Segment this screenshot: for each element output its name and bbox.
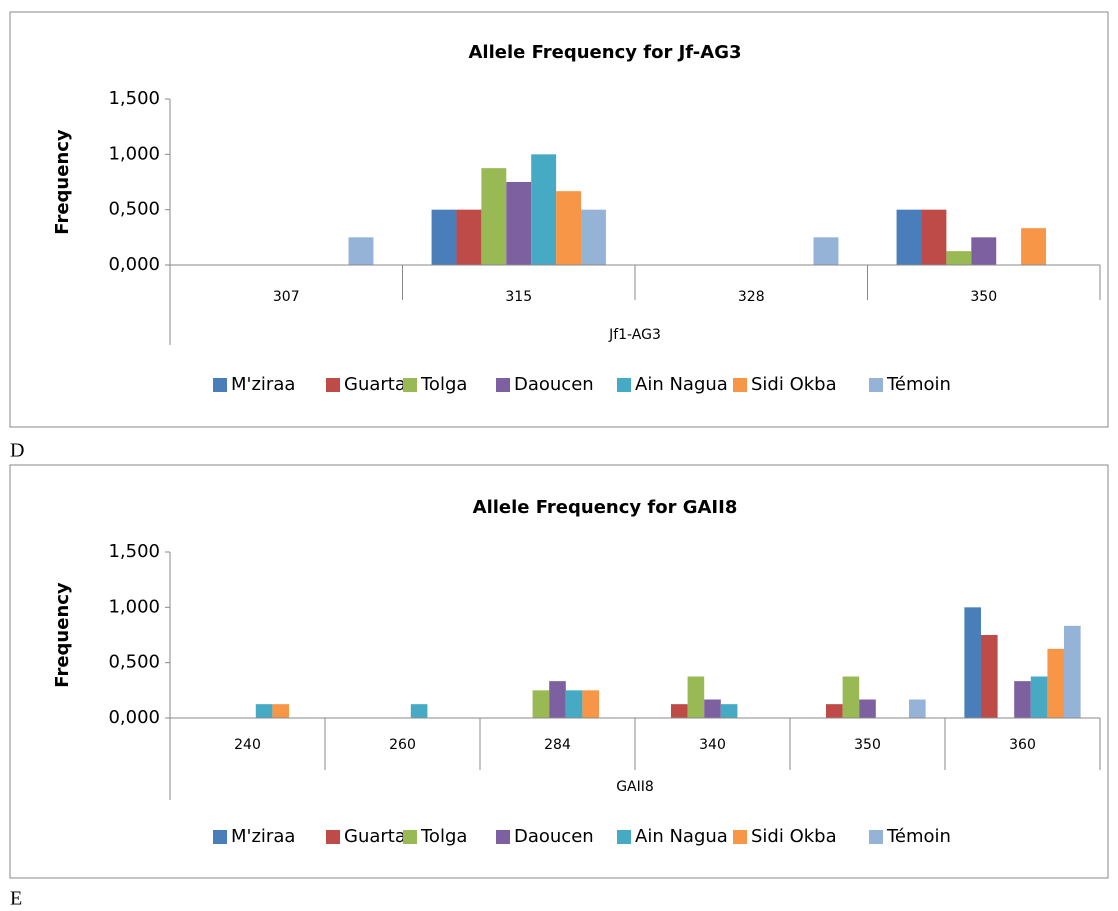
bar bbox=[909, 699, 926, 718]
legend-label: Tolga bbox=[420, 374, 467, 395]
x-tick-label: 340 bbox=[699, 737, 726, 753]
legend-label: Tolga bbox=[420, 826, 467, 847]
y-tick-label: 0,500 bbox=[108, 199, 160, 220]
y-tick-label: 1,000 bbox=[108, 143, 160, 164]
legend-swatch bbox=[496, 830, 510, 844]
x-tick-label: 360 bbox=[1009, 737, 1036, 753]
x-tick-label: 284 bbox=[544, 737, 571, 753]
legend-label: Témoin bbox=[886, 826, 951, 847]
legend-swatch bbox=[869, 830, 883, 844]
bar bbox=[272, 704, 290, 718]
x-axis-label: GAII8 bbox=[616, 779, 654, 795]
bar bbox=[704, 699, 721, 718]
bar bbox=[456, 209, 482, 265]
bar bbox=[481, 168, 507, 265]
legend-swatch bbox=[403, 830, 417, 844]
bar bbox=[896, 209, 922, 265]
legend-label: Sidi Okba bbox=[751, 826, 837, 847]
legend-label: Sidi Okba bbox=[751, 374, 837, 395]
legend-swatch bbox=[213, 378, 227, 392]
bar bbox=[581, 209, 606, 265]
x-tick-label: 260 bbox=[389, 737, 416, 753]
bar bbox=[1030, 676, 1048, 718]
legend-swatch bbox=[733, 378, 747, 392]
bar bbox=[431, 209, 457, 265]
bar bbox=[921, 209, 947, 265]
legend-swatch bbox=[326, 830, 340, 844]
legend-swatch bbox=[496, 378, 510, 392]
legend-label: Ain Nagua bbox=[635, 374, 728, 395]
x-tick-label: 240 bbox=[234, 737, 261, 753]
y-tick-label: 0,000 bbox=[108, 254, 160, 275]
legend-label: Daoucen bbox=[514, 374, 594, 395]
legend-label: M'ziraa bbox=[231, 374, 295, 395]
bar bbox=[1064, 625, 1081, 718]
x-tick-label: 307 bbox=[273, 289, 300, 305]
legend-swatch bbox=[733, 830, 747, 844]
y-tick-label: 0,500 bbox=[108, 652, 160, 673]
bar bbox=[1021, 228, 1047, 265]
panel-caption: E bbox=[10, 888, 22, 910]
chart-title: Allele Frequency for Jf-AG3 bbox=[469, 42, 742, 63]
bar bbox=[687, 676, 705, 718]
bar bbox=[410, 704, 428, 718]
panel-caption: D bbox=[10, 440, 24, 462]
y-tick-label: 0,000 bbox=[108, 707, 160, 728]
legend-swatch bbox=[326, 378, 340, 392]
y-tick-label: 1,500 bbox=[108, 88, 160, 109]
y-tick-label: 1,000 bbox=[108, 596, 160, 617]
bar bbox=[720, 704, 738, 718]
bar bbox=[531, 154, 557, 265]
bar bbox=[255, 704, 273, 718]
x-tick-label: 328 bbox=[738, 289, 765, 305]
chart-title: Allele Frequency for GAII8 bbox=[473, 497, 738, 518]
bar bbox=[964, 607, 981, 718]
chart-frame bbox=[9, 464, 1109, 879]
legend-swatch bbox=[617, 378, 631, 392]
bar bbox=[556, 191, 582, 265]
legend-swatch bbox=[869, 378, 883, 392]
bar bbox=[532, 690, 550, 718]
legend-label: Témoin bbox=[886, 374, 951, 395]
legend-swatch bbox=[213, 830, 227, 844]
bar bbox=[582, 690, 600, 718]
x-tick-label: 350 bbox=[854, 737, 881, 753]
bar bbox=[565, 690, 583, 718]
bar bbox=[813, 237, 839, 265]
legend-label: M'ziraa bbox=[231, 826, 295, 847]
x-axis-label: Jf1-AG3 bbox=[608, 327, 661, 343]
legend-label: Daoucen bbox=[514, 826, 594, 847]
bar bbox=[1014, 681, 1031, 718]
legend-label: Ain Nagua bbox=[635, 826, 728, 847]
bar bbox=[971, 237, 997, 265]
bar bbox=[549, 681, 566, 718]
bar bbox=[946, 251, 972, 265]
bar bbox=[348, 237, 374, 265]
y-axis-label: Frequency bbox=[52, 582, 73, 688]
bar bbox=[1047, 648, 1065, 718]
x-tick-label: 315 bbox=[505, 289, 532, 305]
legend-swatch bbox=[617, 830, 631, 844]
legend-label: Guarta bbox=[344, 826, 406, 847]
bar bbox=[506, 182, 532, 265]
bar bbox=[859, 699, 876, 718]
bar bbox=[670, 704, 688, 718]
bar bbox=[980, 635, 998, 718]
legend-swatch bbox=[403, 378, 417, 392]
x-tick-label: 350 bbox=[970, 289, 997, 305]
y-tick-label: 1,500 bbox=[108, 541, 160, 562]
legend-label: Guarta bbox=[344, 374, 406, 395]
y-axis-label: Frequency bbox=[52, 129, 73, 235]
bar bbox=[842, 676, 860, 718]
bar bbox=[825, 704, 843, 718]
